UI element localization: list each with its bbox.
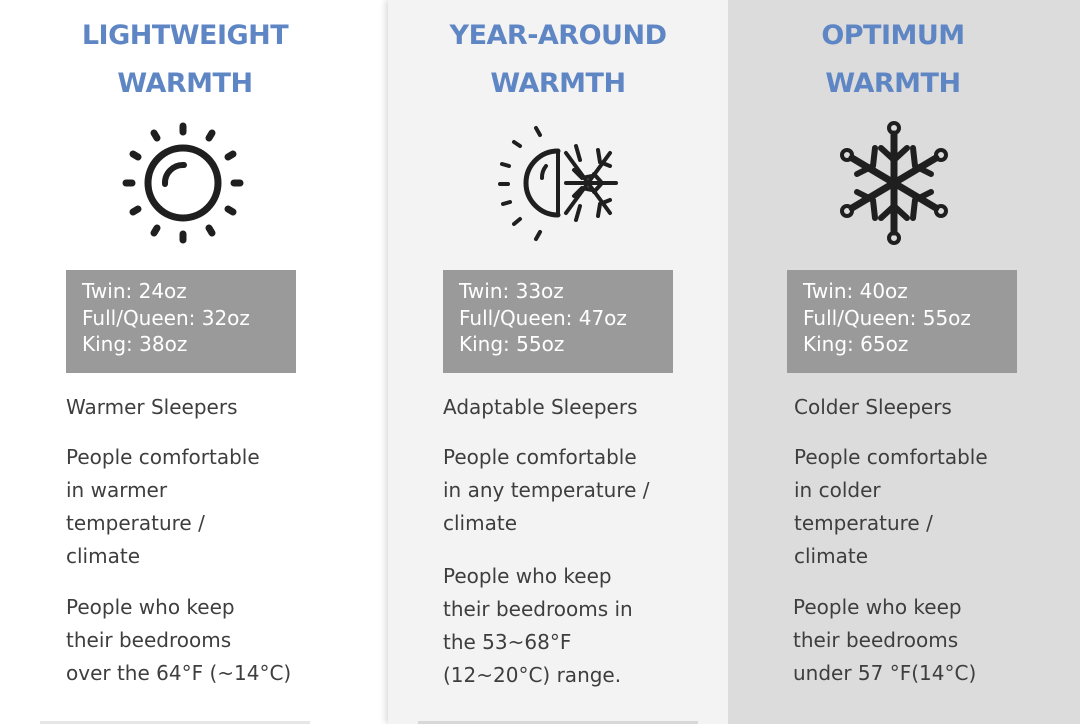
comfort-description: People comfortable in colder temperature… bbox=[794, 441, 988, 573]
room-line: People who keep bbox=[443, 564, 612, 588]
weight-twin: Twin: 40oz bbox=[803, 279, 908, 303]
room-line: the 53~68°F bbox=[443, 630, 572, 654]
comfort-description: People comfortable in any temperature / … bbox=[443, 441, 650, 540]
comfort-line: temperature / bbox=[66, 511, 205, 535]
title-line-2: WARMTH bbox=[825, 68, 961, 99]
comfort-line: People comfortable bbox=[443, 445, 637, 469]
weight-full-queen: Full/Queen: 32oz bbox=[82, 305, 250, 330]
title-line-2: WARMTH bbox=[117, 68, 253, 99]
weight-full-queen: Full/Queen: 55oz bbox=[803, 305, 971, 330]
column-year-around-warmth: YEAR-AROUND WARMTH bbox=[388, 0, 728, 724]
room-line: over the 64°F (~14°C) bbox=[66, 661, 292, 685]
room-line: their beedrooms bbox=[66, 628, 232, 652]
weight-king: King: 65oz bbox=[803, 332, 909, 356]
title-line-1: LIGHTWEIGHT bbox=[81, 20, 289, 51]
column-title: OPTIMUM WARMTH bbox=[728, 12, 1058, 108]
column-title: YEAR-AROUND WARMTH bbox=[388, 12, 728, 108]
room-line: their beedrooms in bbox=[443, 597, 633, 621]
title-line-1: YEAR-AROUND bbox=[449, 20, 667, 51]
title-line-2: WARMTH bbox=[490, 68, 626, 99]
comfort-description: People comfortable in warmer temperature… bbox=[66, 441, 260, 573]
comfort-line: in colder bbox=[794, 478, 881, 502]
comfort-line: People comfortable bbox=[794, 445, 988, 469]
sleeper-type: Colder Sleepers bbox=[794, 395, 952, 419]
weight-box: Twin: 33oz Full/Queen: 47oz King: 55oz bbox=[443, 270, 673, 373]
sun-icon bbox=[122, 122, 244, 244]
weight-twin: Twin: 24oz bbox=[82, 279, 187, 303]
column-optimum-warmth: OPTIMUM WARMTH bbox=[728, 0, 1080, 724]
comfort-line: People comfortable bbox=[66, 445, 260, 469]
sleeper-type: Warmer Sleepers bbox=[66, 395, 238, 419]
room-line: (12~20°C) range. bbox=[443, 663, 622, 687]
weight-king: King: 55oz bbox=[459, 332, 565, 356]
comfort-line: temperature / bbox=[794, 511, 933, 535]
comfort-line: climate bbox=[443, 511, 517, 535]
room-description: People who keep their beedrooms under 57… bbox=[793, 591, 976, 690]
room-line: under 57 °F(14°C) bbox=[793, 661, 977, 685]
weight-full-queen: Full/Queen: 47oz bbox=[459, 305, 627, 330]
comfort-line: climate bbox=[794, 544, 868, 568]
divider bbox=[40, 721, 310, 724]
weight-twin: Twin: 33oz bbox=[459, 279, 564, 303]
sleeper-type: Adaptable Sleepers bbox=[443, 395, 638, 419]
column-lightweight-warmth: LIGHTWEIGHT WARMTH Twin: 24oz bbox=[0, 0, 388, 724]
room-line: People who keep bbox=[66, 595, 235, 619]
room-line: People who keep bbox=[793, 595, 962, 619]
room-description: People who keep their beedrooms over the… bbox=[66, 591, 291, 690]
room-line: their beedrooms bbox=[793, 628, 959, 652]
comfort-line: in warmer bbox=[66, 478, 168, 502]
title-line-1: OPTIMUM bbox=[821, 20, 965, 51]
comfort-line: climate bbox=[66, 544, 140, 568]
weight-box: Twin: 24oz Full/Queen: 32oz King: 38oz bbox=[66, 270, 296, 373]
weight-box: Twin: 40oz Full/Queen: 55oz King: 65oz bbox=[787, 270, 1017, 373]
column-title: LIGHTWEIGHT WARMTH bbox=[0, 12, 370, 108]
sun-snowflake-icon bbox=[498, 126, 618, 241]
snowflake-icon bbox=[840, 121, 948, 245]
comfort-line: in any temperature / bbox=[443, 478, 650, 502]
divider bbox=[418, 721, 698, 724]
room-description: People who keep their beedrooms in the 5… bbox=[443, 560, 633, 692]
weight-king: King: 38oz bbox=[82, 332, 188, 356]
